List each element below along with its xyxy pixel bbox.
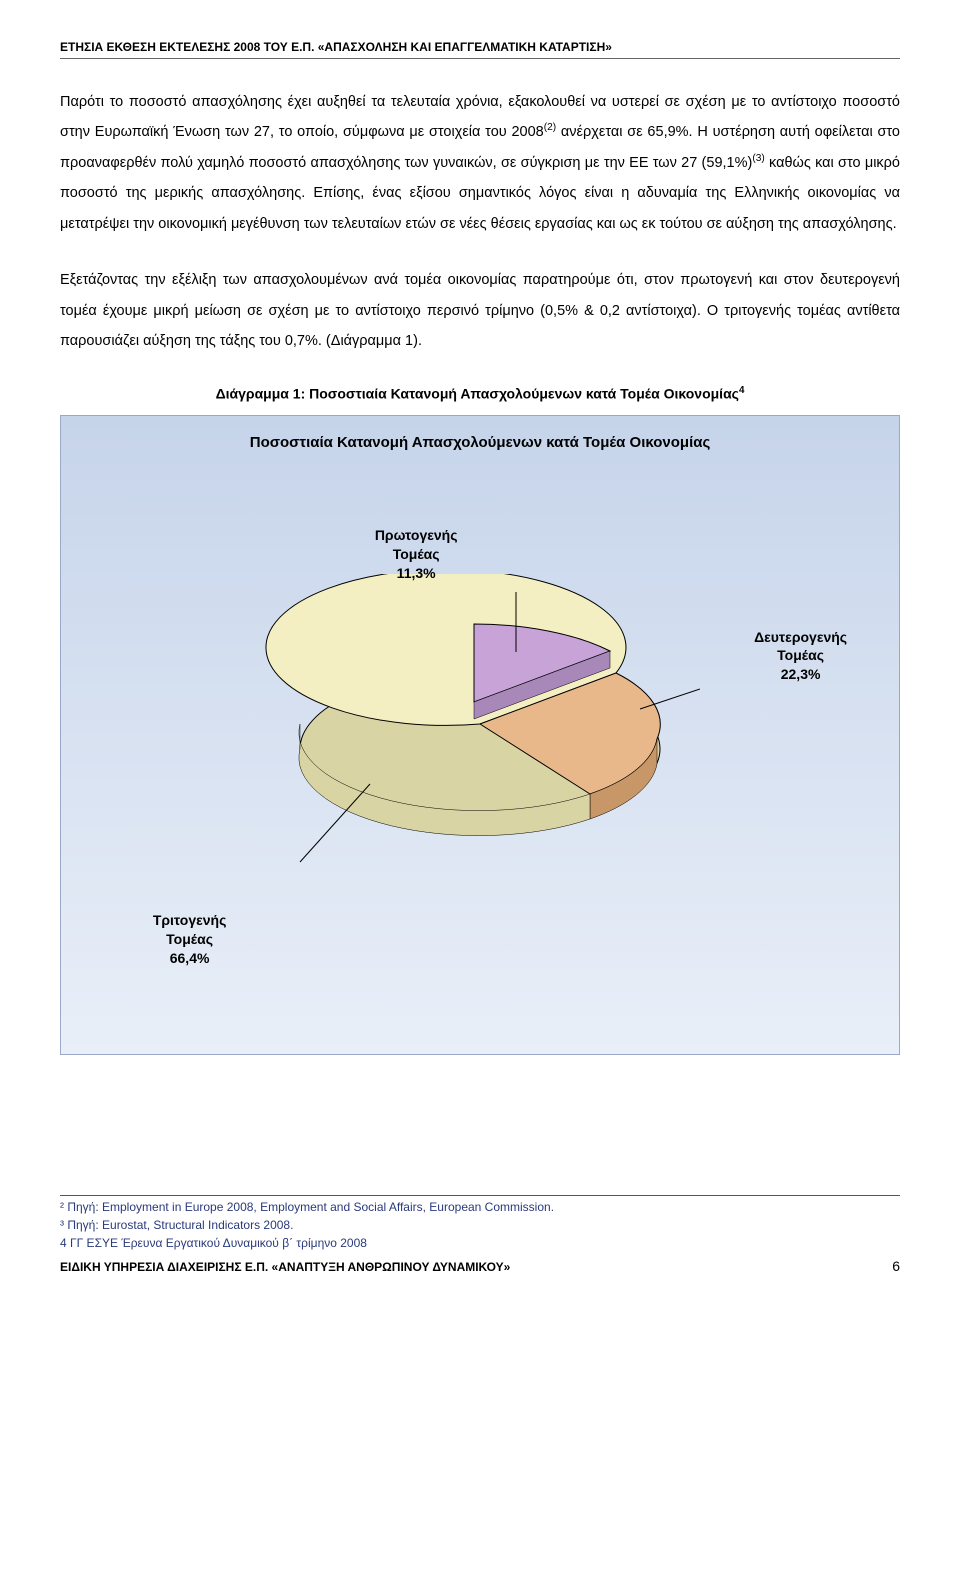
pie-chart: Πρωτογενής Τομέας 11,3% Δευτερογενής Τομ… — [81, 471, 879, 931]
footnotes: ² Πηγή: Employment in Europe 2008, Emplo… — [60, 1195, 900, 1252]
page-footer: ΕΙΔΙΚΗ ΥΠΗΡΕΣΙΑ ΔΙΑΧΕΙΡΙΣΗΣ Ε.Π. «ΑΝΑΠΤΥ… — [60, 1258, 900, 1274]
chart-title: Ποσοστιαία Κατανομή Απασχολούμενων κατά … — [81, 434, 879, 451]
pie-label-tertiary-pct: 66,4% — [170, 950, 210, 966]
chart-caption: Διάγραμμα 1: Ποσοστιαία Κατανομή Απασχολ… — [60, 385, 900, 402]
pie-label-secondary: Δευτερογενής Τομέας 22,3% — [754, 628, 847, 685]
paragraph-1: Παρότι το ποσοστό απασχόλησης έχει αυξηθ… — [60, 87, 900, 239]
pie-label-primary-l1: Πρωτογενής — [375, 527, 458, 543]
paragraph-2: Εξετάζοντας την εξέλιξη των απασχολουμέν… — [60, 265, 900, 356]
pie-label-secondary-l2: Τομέας — [777, 647, 824, 663]
page-header: ΕΤΗΣΙΑ ΕΚΘΕΣΗ ΕΚΤΕΛΕΣΗΣ 2008 ΤΟΥ Ε.Π. «Α… — [60, 40, 900, 59]
footnote-2: ² Πηγή: Employment in Europe 2008, Emplo… — [60, 1198, 900, 1216]
chart-caption-text: Διάγραμμα 1: Ποσοστιαία Κατανομή Απασχολ… — [216, 385, 739, 401]
pie-svg — [260, 574, 700, 874]
pie-label-primary-l2: Τομέας — [393, 546, 440, 562]
footer-text: ΕΙΔΙΚΗ ΥΠΗΡΕΣΙΑ ΔΙΑΧΕΙΡΙΣΗΣ Ε.Π. «ΑΝΑΠΤΥ… — [60, 1260, 510, 1274]
pie-label-primary-pct: 11,3% — [397, 565, 436, 581]
chart-caption-sup: 4 — [739, 385, 744, 396]
superscript-2: (2) — [544, 123, 556, 134]
pie-label-tertiary-l1: Τριτογενής — [153, 912, 227, 928]
superscript-3: (3) — [752, 153, 764, 164]
pie-label-secondary-l1: Δευτερογενής — [754, 629, 847, 645]
footnote-3: ³ Πηγή: Eurostat, Structural Indicators … — [60, 1216, 900, 1234]
chart-container: Ποσοστιαία Κατανομή Απασχολούμενων κατά … — [60, 415, 900, 1055]
page-number: 6 — [892, 1258, 900, 1274]
pie-label-tertiary: Τριτογενής Τομέας 66,4% — [153, 911, 227, 968]
footnote-4: 4 ΓΓ ΕΣΥΕ Έρευνα Εργατικού Δυναμικού β΄ … — [60, 1234, 900, 1252]
pie-label-tertiary-l2: Τομέας — [166, 931, 213, 947]
pie-label-primary: Πρωτογενής Τομέας 11,3% — [375, 526, 458, 583]
pie-label-secondary-pct: 22,3% — [781, 666, 821, 682]
